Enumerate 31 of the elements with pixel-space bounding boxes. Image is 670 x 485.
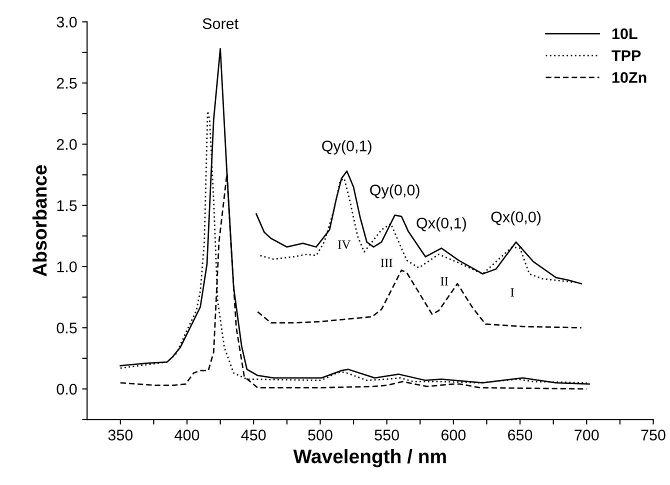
x-tick-label: 700 (574, 430, 599, 440)
x-tick-label: 350 (108, 430, 133, 440)
x-tick-label: 650 (508, 430, 532, 440)
x-axis-title: Wavelength / nm (293, 449, 446, 468)
y-tick-label: 0.0 (56, 384, 77, 395)
annotation: II (440, 277, 448, 286)
annotation: Qy(0,1) (322, 140, 372, 154)
y-tick-label: 1.0 (57, 261, 77, 272)
legend-label: 10L (612, 28, 638, 40)
y-tick-label: 1.5 (57, 200, 77, 212)
annotation: III (380, 258, 392, 268)
legend-label: 10Zn (612, 72, 646, 83)
annotation: I (510, 288, 514, 296)
y-tick-label: 2.5 (56, 78, 77, 89)
annotation: Qy(0,0) (370, 184, 420, 198)
line-series (256, 270, 582, 328)
annotation: Soret (202, 18, 238, 30)
y-tick-label: 2.0 (56, 139, 77, 150)
x-tick-label: 750 (641, 430, 666, 440)
annotation: IV (338, 240, 351, 249)
y-axis-title: Absorbance (32, 165, 47, 276)
x-tick-label: 400 (174, 430, 200, 440)
x-tick-label: 450 (241, 430, 266, 440)
x-tick-label: 600 (441, 430, 466, 440)
annotation: Qx(0,1) (416, 217, 466, 232)
y-tick-label: 0.5 (56, 322, 77, 334)
annotation: Qx(0,0) (491, 211, 541, 226)
x-tick-label: 550 (374, 430, 399, 440)
legend-label: TPP (612, 50, 641, 61)
y-tick-label: 3.0 (56, 16, 77, 28)
x-tick-label: 500 (308, 430, 332, 440)
